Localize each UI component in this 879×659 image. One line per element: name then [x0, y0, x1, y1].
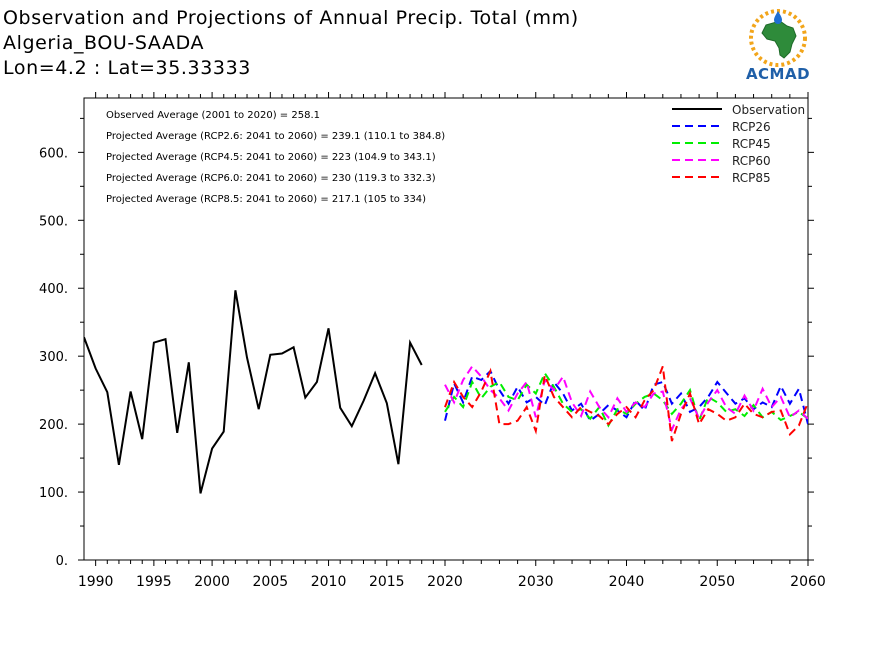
- x-tick-label: 2040: [609, 574, 645, 590]
- annotation-line: Observed Average (2001 to 2020) = 258.1: [106, 110, 320, 121]
- x-tick-label: 2030: [518, 574, 554, 590]
- y-tick-label: 0.: [56, 554, 68, 569]
- series-line-observation: [84, 290, 423, 494]
- x-tick-label: 2060: [790, 574, 826, 590]
- chart-title-line3: Lon=4.2 : Lat=35.33333: [3, 57, 251, 79]
- y-tick-label: 600.: [39, 146, 68, 161]
- legend-label-rcp45: RCP45: [732, 137, 771, 151]
- acmad-logo-text: ACMAD: [745, 65, 811, 83]
- annotation-line: Projected Average (RCP6.0: 2041 to 2060)…: [106, 173, 436, 184]
- series-line-rcp60: [444, 364, 808, 433]
- x-tick-label: 1990: [78, 574, 114, 590]
- chart-title-line2: Algeria_BOU-SAADA: [3, 32, 205, 54]
- x-tick-label: 2015: [369, 574, 405, 590]
- chart-title-line1: Observation and Projections of Annual Pr…: [3, 7, 579, 29]
- acmad-logo: ACMAD: [735, 8, 821, 84]
- annotation-line: Projected Average (RCP8.5: 2041 to 2060)…: [106, 194, 426, 205]
- series-line-rcp85: [444, 366, 808, 442]
- y-tick-label: 300.: [39, 350, 68, 365]
- legend-label-observation: Observation: [732, 103, 805, 117]
- plot-frame: [83, 97, 809, 561]
- x-tick-label: 2010: [311, 574, 347, 590]
- legend-label-rcp26: RCP26: [732, 120, 771, 134]
- y-tick-label: 400.: [39, 282, 68, 297]
- x-tick-label: 2005: [253, 574, 289, 590]
- x-tick-label: 1995: [136, 574, 172, 590]
- x-tick-label: 2000: [194, 574, 230, 590]
- legend-label-rcp85: RCP85: [732, 171, 771, 185]
- acmad-africa-logo-icon: [749, 9, 807, 67]
- legend-label-rcp60: RCP60: [732, 154, 771, 168]
- annotation-line: Projected Average (RCP4.5: 2041 to 2060)…: [106, 152, 436, 163]
- series-line-rcp45: [444, 371, 808, 428]
- x-tick-label: 2020: [427, 574, 463, 590]
- annotation-line: Projected Average (RCP2.6: 2041 to 2060)…: [106, 131, 445, 142]
- y-tick-label: 100.: [39, 486, 68, 501]
- x-tick-label: 2050: [699, 574, 735, 590]
- series-line-rcp26: [444, 369, 808, 425]
- y-tick-label: 200.: [39, 418, 68, 433]
- y-tick-label: 500.: [39, 214, 68, 229]
